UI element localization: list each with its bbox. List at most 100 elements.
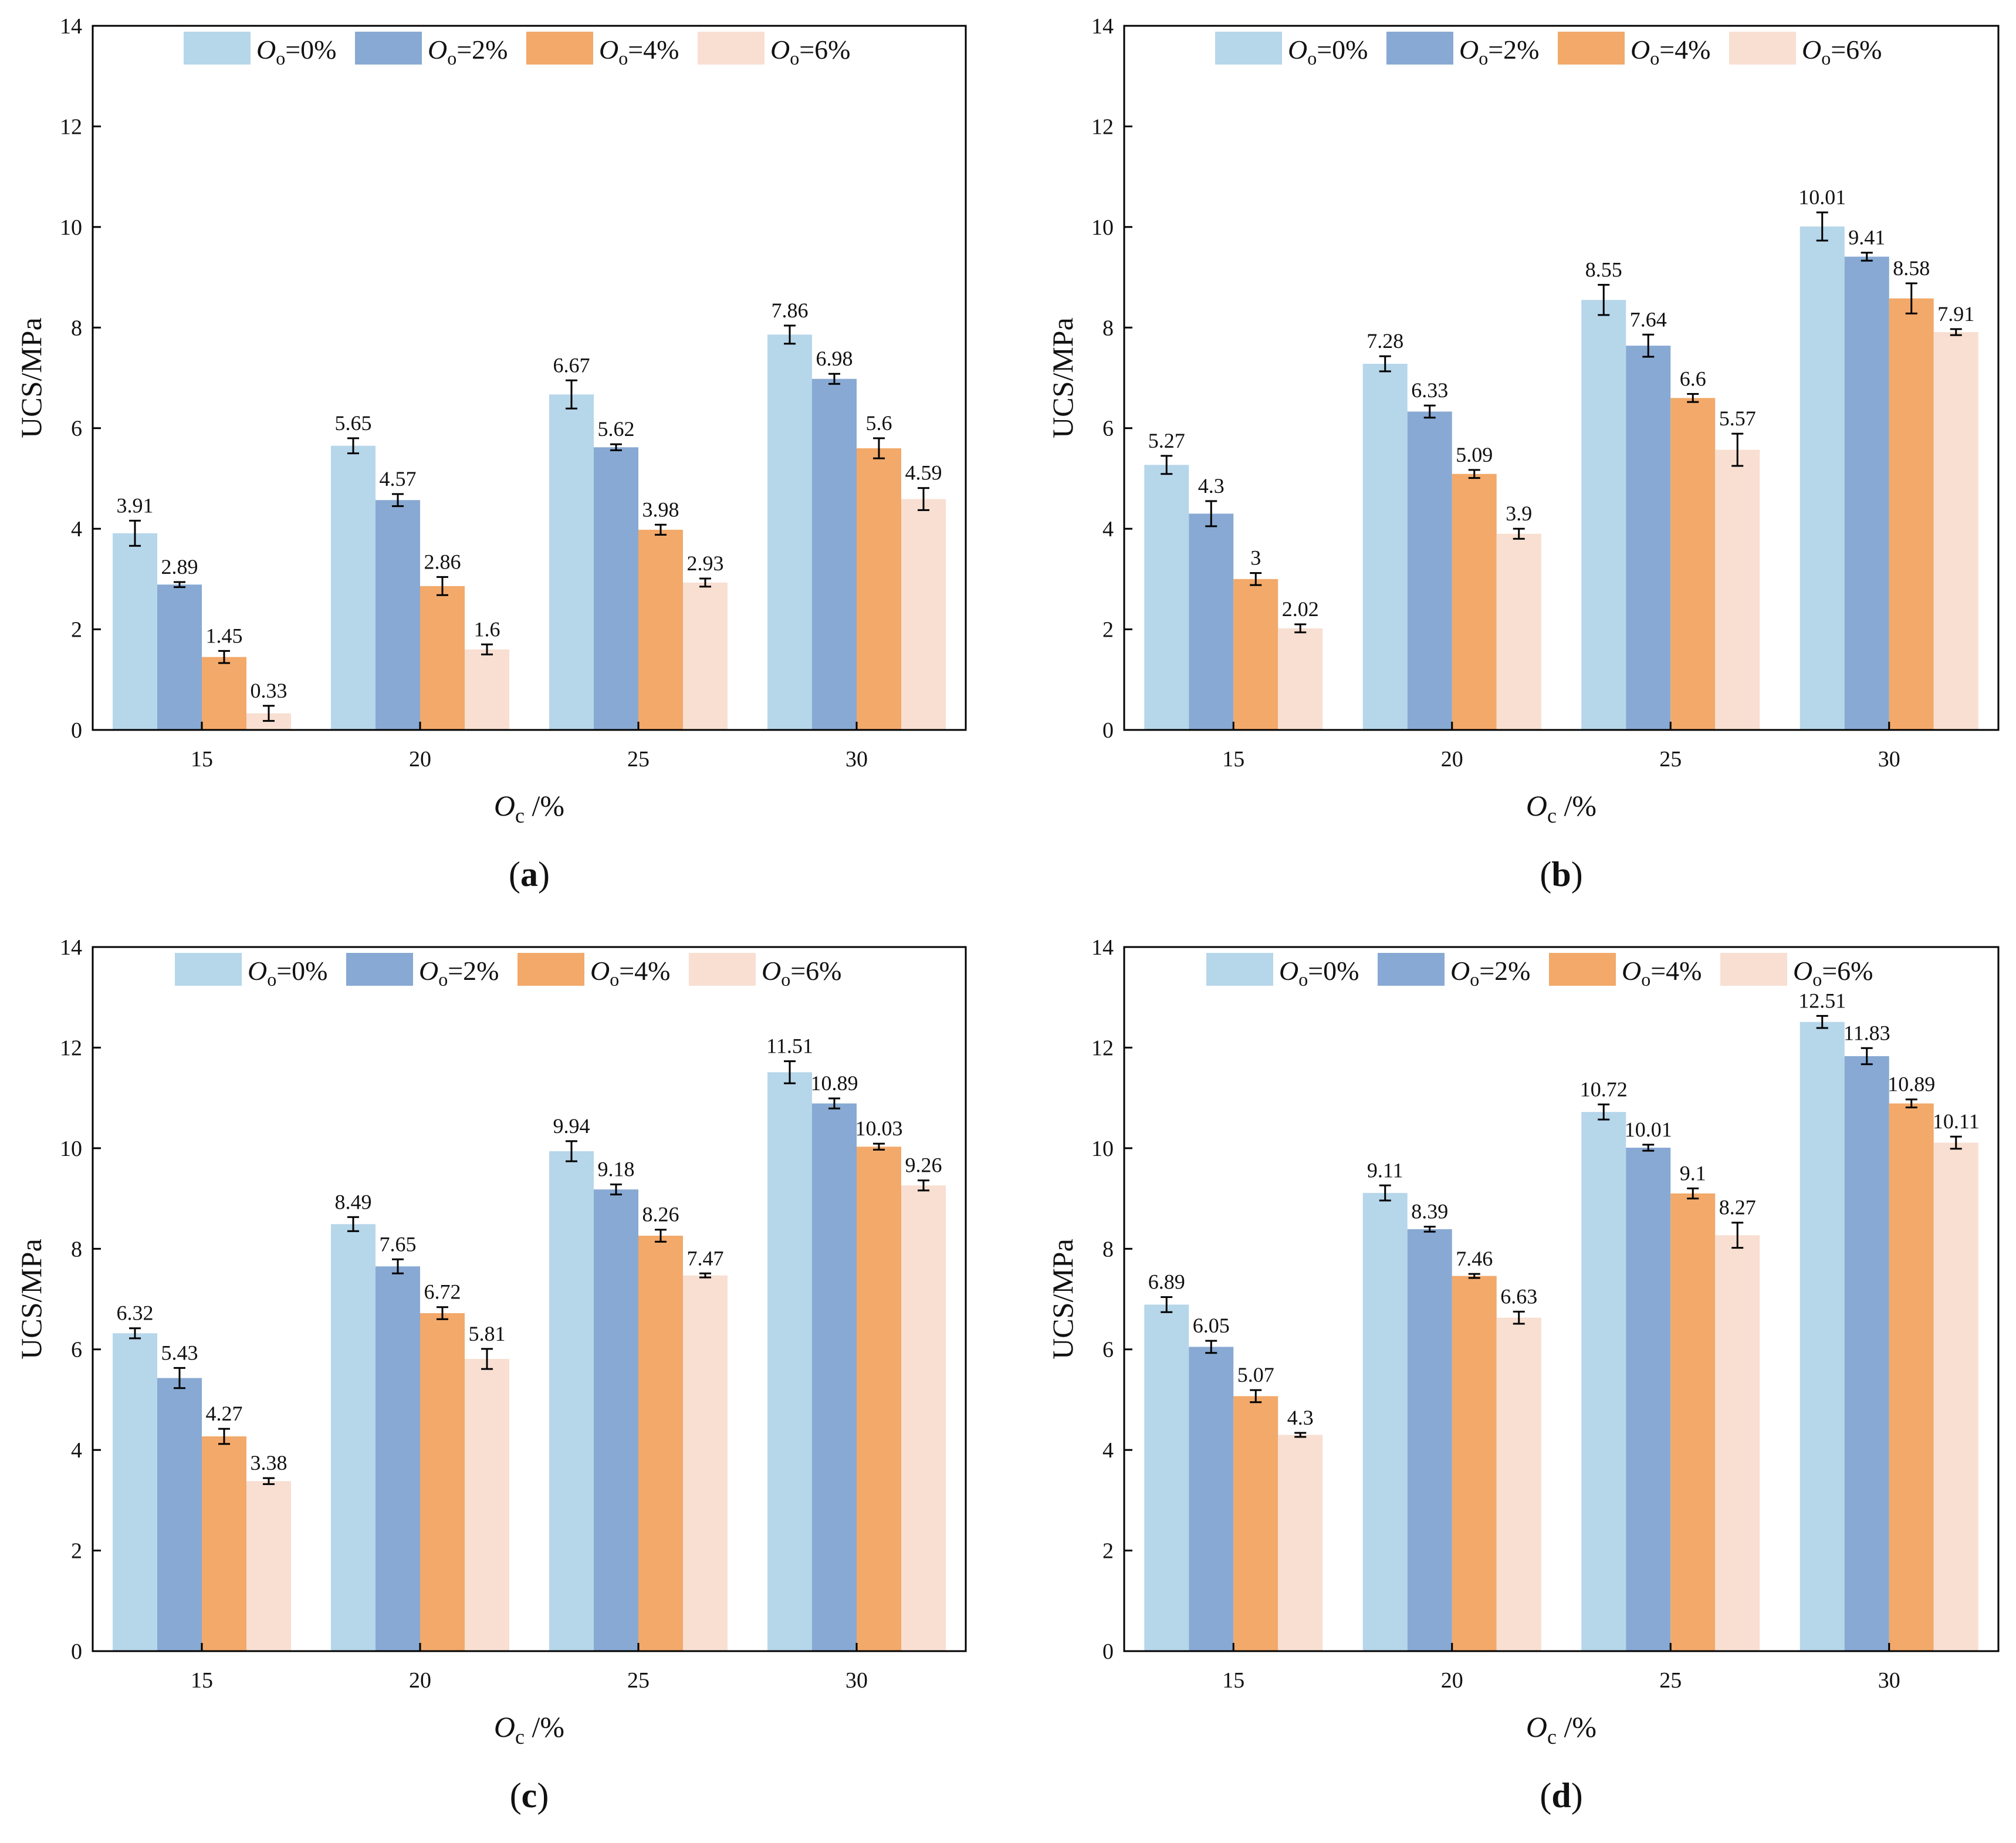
y-tick-label: 10 [1091, 1137, 1114, 1161]
legend-swatch [526, 32, 593, 65]
data-label: 8.26 [642, 1203, 679, 1226]
bar [1626, 1148, 1671, 1651]
bar [331, 445, 376, 730]
legend-entry: Oo=0% [1288, 35, 1368, 69]
bar [1799, 1022, 1845, 1651]
x-tick-label: 25 [1659, 1668, 1682, 1693]
data-label: 7.86 [772, 299, 809, 322]
data-label: 4.59 [905, 461, 942, 485]
data-label: 3.9 [1506, 502, 1532, 525]
legend-entry: Oo=6% [762, 956, 842, 990]
bar [1407, 1229, 1452, 1651]
legend-swatch [175, 953, 242, 986]
chart-panel-a: 0 2 4 6 8 10 12 14 3.91 5.65 6.67 7.86 2.89 4.57 5.62 6… [15, 14, 967, 894]
bar [901, 499, 946, 730]
y-tick-label: 10 [60, 1137, 82, 1161]
bar [1715, 449, 1760, 730]
bar [1189, 513, 1234, 730]
data-label: 8.58 [1893, 256, 1930, 280]
y-tick-label: 6 [71, 417, 82, 441]
data-label: 11.51 [766, 1034, 813, 1058]
legend-entry: Oo=2% [1450, 956, 1531, 990]
data-label: 10.89 [1888, 1073, 1935, 1096]
legend-swatch [1549, 953, 1616, 986]
x-tick-label: 15 [191, 1668, 213, 1693]
y-tick-label: 10 [60, 215, 82, 240]
legend-swatch [355, 32, 422, 65]
legend-swatch [517, 953, 584, 986]
x-tick-label: 30 [1878, 1668, 1900, 1693]
y-tick-label: 14 [60, 14, 82, 39]
bar [1889, 1103, 1934, 1651]
bar [549, 394, 594, 730]
bar [113, 533, 157, 730]
legend-entry: Oo=4% [1622, 956, 1702, 990]
data-label: 4.57 [380, 467, 417, 491]
bar [594, 1189, 638, 1651]
y-tick-label: 0 [1102, 1639, 1114, 1664]
x-tick-label: 15 [1222, 747, 1244, 772]
x-tick-label: 25 [627, 1668, 650, 1693]
bar [1452, 474, 1497, 730]
y-tick-label: 8 [71, 1237, 82, 1262]
bar [767, 1072, 812, 1651]
bar [1362, 1193, 1408, 1651]
bar [1844, 1056, 1889, 1651]
data-label: 9.41 [1848, 226, 1885, 249]
x-tick-label: 25 [627, 747, 650, 772]
legend-entry: Oo=4% [599, 35, 679, 69]
data-label: 9.1 [1680, 1161, 1706, 1185]
data-label: 6.32 [117, 1301, 154, 1325]
data-label: 11.83 [1844, 1021, 1890, 1044]
plot-frame [92, 946, 967, 1652]
data-label: 6.72 [424, 1280, 461, 1304]
y-tick-label: 0 [71, 718, 82, 743]
legend-entry: Oo=0% [248, 956, 328, 990]
bar [157, 1378, 202, 1651]
bar [857, 1147, 901, 1651]
bar [638, 529, 683, 730]
data-label: 6.63 [1500, 1284, 1537, 1308]
panel-label: (a) [509, 855, 550, 894]
x-axis-title: Oc /% [494, 789, 564, 827]
panel-label: (c) [510, 1776, 549, 1815]
data-label: 1.6 [474, 617, 500, 641]
bar [1362, 364, 1408, 730]
y-tick-label: 12 [60, 114, 82, 139]
data-label: 9.11 [1367, 1158, 1403, 1182]
bar [420, 586, 465, 730]
data-label: 10.03 [855, 1117, 903, 1140]
data-label: 8.49 [335, 1190, 372, 1213]
bar [1933, 1142, 1978, 1651]
legend-entry: Oo=2% [428, 35, 508, 69]
data-label: 10.01 [1625, 1118, 1672, 1141]
bar [1496, 1317, 1541, 1651]
data-label: 6.89 [1148, 1270, 1185, 1294]
y-tick-label: 6 [71, 1338, 82, 1362]
x-tick-label: 20 [409, 1668, 431, 1693]
data-label: 4.3 [1287, 1406, 1314, 1429]
bar [202, 657, 246, 730]
x-tick-label: 15 [1222, 1668, 1244, 1693]
data-label: 9.18 [598, 1158, 635, 1181]
data-label: 5.09 [1456, 443, 1493, 466]
legend-swatch [1386, 32, 1453, 65]
data-label: 7.91 [1937, 302, 1974, 326]
y-tick-label: 4 [1102, 1438, 1114, 1463]
data-label: 7.46 [1456, 1247, 1493, 1270]
bar [812, 1103, 857, 1651]
data-label: 6.05 [1193, 1314, 1230, 1337]
legend-entry: Oo=2% [1459, 35, 1540, 69]
data-label: 5.62 [598, 417, 635, 441]
legend-entry: Oo=0% [256, 35, 337, 69]
legend-entry: Oo=4% [1631, 35, 1711, 69]
data-label: 4.3 [1198, 474, 1225, 498]
bar [1670, 398, 1716, 730]
data-label: 7.64 [1630, 307, 1667, 331]
legend: Oo=0% Oo=2% Oo=4% Oo=6% [1215, 32, 1882, 69]
legend-entry: Oo=2% [419, 956, 499, 990]
x-axis-title: Oc /% [1526, 1710, 1596, 1749]
bar [1626, 346, 1671, 730]
y-tick-label: 8 [1102, 316, 1114, 340]
x-tick-label: 20 [409, 747, 431, 772]
